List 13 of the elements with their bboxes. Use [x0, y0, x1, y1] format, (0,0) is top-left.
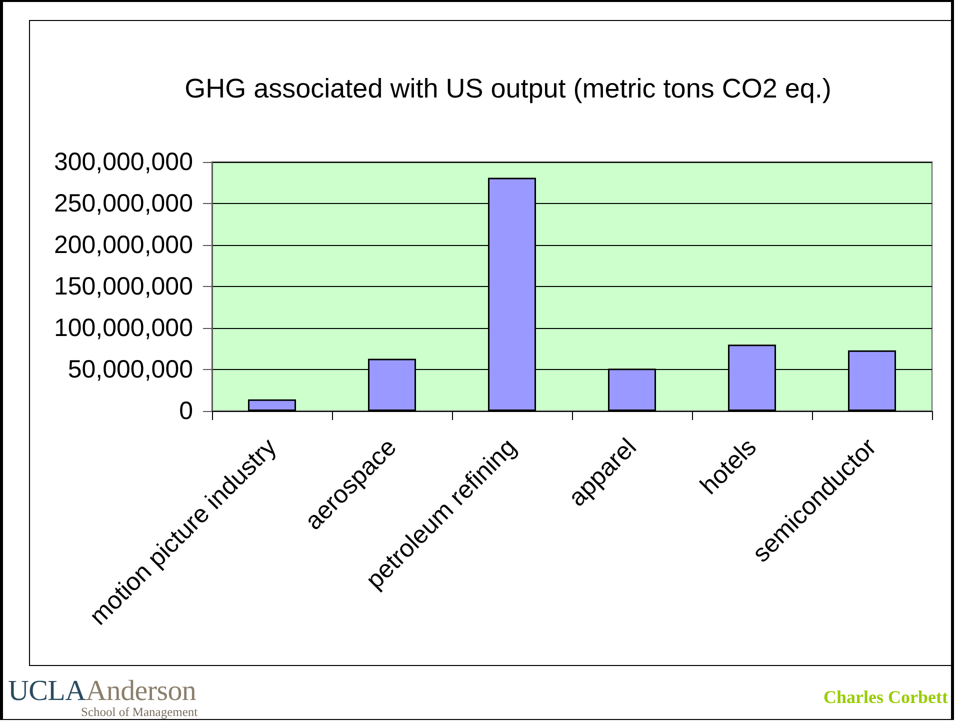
text: School of Management	[81, 705, 198, 719]
text: Charles Corbett	[824, 686, 948, 708]
y-tick-label: 250,000,000	[54, 190, 193, 218]
y-tick-label: 100,000,000	[54, 314, 193, 342]
bar	[248, 399, 296, 411]
y-tick-label: 150,000,000	[54, 272, 193, 300]
y-tick-label: 0	[179, 397, 193, 425]
y-tick-label: 300,000,000	[54, 148, 193, 176]
chart-title: GHG associated with US output (metric tons CO2 eq.)	[184, 74, 832, 104]
y-tick-label: 50,000,000	[68, 356, 193, 384]
text: Anderson	[86, 675, 196, 707]
y-tick-label: 200,000,000	[54, 231, 193, 259]
text: UCLA	[8, 675, 86, 707]
